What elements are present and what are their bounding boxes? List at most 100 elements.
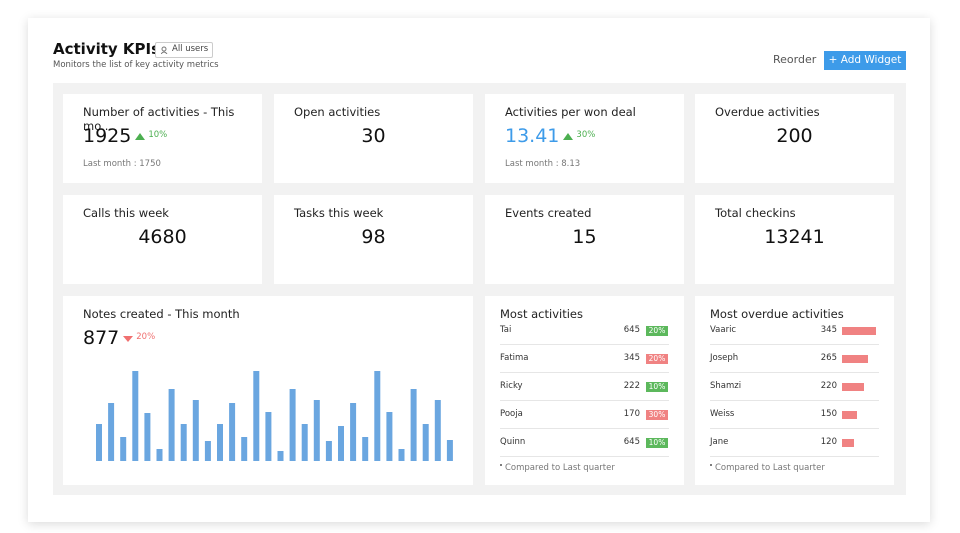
row-value: 645 [623,437,640,447]
kpi-note: Last month : 8.13 [505,159,581,169]
bar [289,389,296,461]
kpi-value: 4680 [138,226,187,248]
row-value: 345 [820,325,837,335]
trend-arrow [135,133,146,140]
kpi-card: Open activities 30 [274,94,473,183]
row-separator [710,400,879,401]
add-widget-button[interactable]: + Add Widget [824,51,906,70]
kpi-value: 1925 [83,125,132,147]
kpi-title: Events created [505,206,592,220]
bar [362,437,369,461]
row-value: 265 [820,353,837,363]
bar [277,451,284,461]
row-separator [500,372,669,373]
notes-change: 20% [136,332,156,342]
bar [422,424,429,461]
kpi-change: 30% [576,130,596,140]
value-bar [842,439,854,447]
bar [217,424,223,461]
row-separator [500,456,669,457]
value-bar [842,383,864,391]
notes-card: Notes created - This month 877 20% [63,296,473,485]
kpi-title: Open activities [294,105,381,119]
footnote: Compared to Last quarter [505,463,615,473]
kpi-value: 200 [776,125,813,147]
kpi-value: 98 [361,226,386,248]
kpi-title: Overdue activities [715,105,820,119]
kpi-value: 15 [572,226,597,248]
row-value: 120 [820,437,837,447]
bar [301,424,308,461]
bar [229,403,236,461]
kpi-card: Overdue activities 200 [695,94,894,183]
reorder-button[interactable]: Reorder [773,53,817,66]
page-subtitle: Monitors the list of key activity metric… [53,60,219,70]
row-name: Fatima [500,353,529,363]
bar [108,403,115,461]
list-title: Most activities [500,307,583,321]
kpi-title: Activities per won deal [505,105,636,119]
row-value: 222 [623,381,640,391]
row-separator [710,428,879,429]
row-separator [500,344,669,345]
row-separator [710,456,879,457]
row-name: Weiss [710,409,735,419]
list-title: Most overdue activities [710,307,844,321]
kpi-card: Total checkins 13241 [695,195,894,284]
bar [241,437,248,461]
kpi-title: Total checkins [715,206,796,220]
bar [204,441,211,461]
bar [192,400,199,461]
bar [96,424,102,461]
row-value: 170 [623,409,640,419]
kpi-title: Calls this week [83,206,169,220]
row-separator [500,428,669,429]
kpi-change: 10% [148,130,168,140]
bar [398,449,405,461]
bar [156,449,163,461]
row-name: Jane [710,437,729,447]
row-name: Quinn [500,437,526,447]
filter-button[interactable]: All users [155,42,213,58]
kpi-title: Number of activities - This mo... [83,105,235,133]
row-value: 220 [820,381,837,391]
bar [144,413,151,461]
change-badge: 20% [646,354,668,364]
kpi-value: 13241 [764,226,825,248]
bar [265,412,272,461]
bar [313,400,320,461]
kpi-card: Calls this week 4680 [63,195,262,284]
value-bar [842,411,857,419]
trend-arrow [123,336,134,342]
bar [386,412,393,461]
row-name: Ricky [500,381,523,391]
bar [410,389,417,461]
row-name: Pooja [500,409,523,419]
bar [325,441,332,461]
change-badge: 30% [646,410,668,420]
change-badge: 10% [646,382,668,392]
bar [132,371,139,461]
bar [350,403,357,461]
row-separator [710,344,879,345]
change-badge: 10% [646,438,668,448]
kpi-value: 13.41 [505,125,560,147]
notes-bar-chart [96,371,453,461]
kpi-card: Number of activities - This mo... 1925 10%… [63,94,262,183]
users-icon [161,46,168,54]
kpi-note: Last month : 1750 [83,159,161,169]
kpi-title: Tasks this week [294,206,384,220]
notes-title: Notes created - This month [83,307,240,321]
bar [434,400,441,461]
row-separator [500,400,669,401]
bar [374,371,381,461]
bar [120,437,127,461]
list-card: Most activities Tai 645 20% Fatima 345 20% Rick… [485,296,684,485]
page-title: Activity KPIs [53,40,161,58]
kpi-value: 30 [361,125,386,147]
kpi-card: Events created 15 [485,195,684,284]
value-bar [842,355,869,363]
bar [180,424,187,461]
change-badge: 20% [646,326,668,336]
